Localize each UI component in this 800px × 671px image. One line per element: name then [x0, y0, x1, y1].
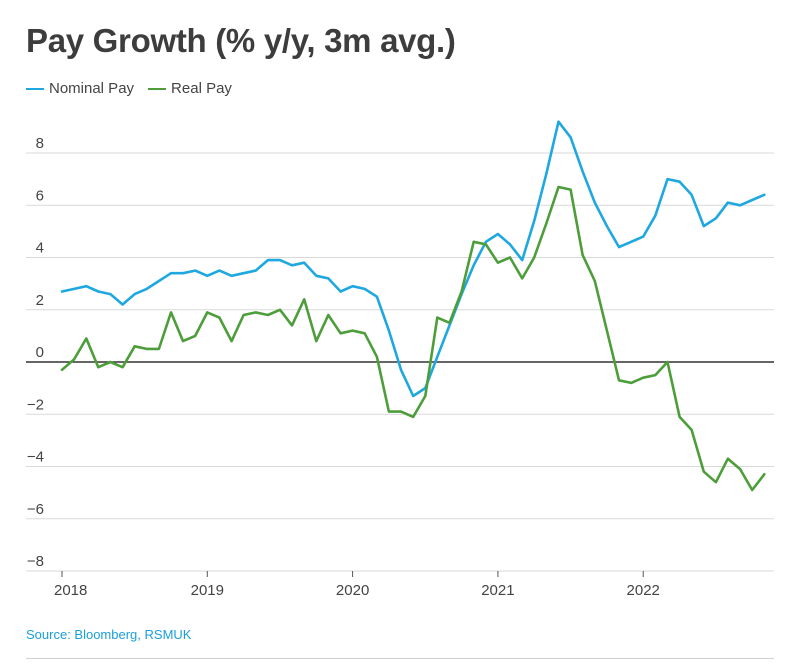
legend: Nominal Pay Real Pay [26, 80, 246, 97]
y-tick-label: 6 [36, 187, 44, 204]
x-tick-label: 2020 [336, 582, 369, 599]
x-tick-label: 2022 [627, 582, 660, 599]
y-tick-label: 2 [36, 292, 44, 309]
x-tick-label: 2018 [54, 582, 87, 599]
legend-swatch-real [148, 87, 167, 90]
y-tick-label: 4 [36, 240, 44, 257]
y-tick-label: −2 [27, 396, 44, 413]
y-tick-label: −8 [27, 553, 44, 570]
bottom-divider [26, 658, 774, 659]
x-tick-label: 2021 [481, 582, 514, 599]
series-line-real-pay [60, 185, 766, 492]
legend-label-nominal: Nominal Pay [49, 80, 135, 97]
legend-item-nominal: Nominal Pay [26, 80, 134, 97]
series-line-nominal-pay [60, 120, 766, 398]
x-tick-label: 2019 [191, 582, 224, 599]
source-note: Source: Bloomberg, RSMUK [26, 627, 192, 642]
y-tick-label: −4 [27, 449, 44, 466]
legend-item-real: Real Pay [148, 80, 232, 97]
chart-title: Pay Growth (% y/y, 3m avg.) [26, 22, 456, 59]
y-tick-label: −6 [27, 501, 44, 518]
legend-swatch-nominal [26, 87, 44, 90]
y-tick-label: 8 [36, 135, 44, 152]
legend-label-real: Real Pay [171, 80, 232, 97]
y-tick-label: 0 [36, 344, 44, 361]
